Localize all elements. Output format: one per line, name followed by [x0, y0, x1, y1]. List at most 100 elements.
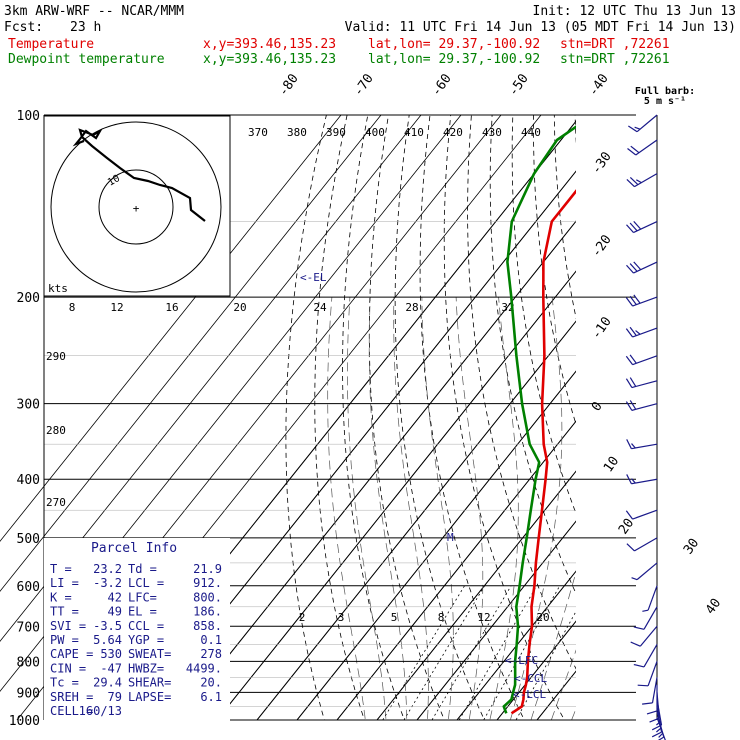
parcel-info-cell: 23.2: [93, 562, 122, 576]
isotherm-line: [256, 320, 576, 720]
pressure-label: 300: [17, 398, 40, 413]
parcel-info-cell: SVI =: [50, 619, 86, 633]
dry-adiabat: [467, 115, 576, 670]
full-barb-units: 5 m s⁻¹: [644, 96, 686, 107]
pressure-label: 400: [17, 473, 40, 488]
pressure-label: 500: [17, 532, 40, 547]
parcel-info-cell: LFC=: [128, 590, 157, 604]
dry-adiabat: [419, 115, 525, 720]
parcel-info-cell: CELL =: [50, 704, 93, 718]
isotherm-label: -40: [586, 71, 612, 99]
mixing-ratio-label: 5: [391, 611, 398, 624]
wind-barb: [626, 173, 658, 188]
hodograph-speed-labels: 8 12 16 20 24 28 32: [69, 301, 515, 314]
parcel-info-cell: 42: [108, 590, 122, 604]
hodograph-trace: [72, 128, 206, 222]
legend-temperature-latlon: lat,lon= 29.37,-100.92: [368, 37, 540, 52]
legend-temperature-station: stn=DRT ,72261: [560, 37, 670, 52]
pressure-label: 600: [17, 580, 40, 595]
isotherm-label: -10: [589, 314, 615, 342]
isotherm-line: [456, 570, 576, 720]
wind-barb: [628, 114, 658, 133]
parcel-info-cell: 912.: [193, 576, 222, 590]
moist-adiabat: [571, 707, 576, 720]
parcel-info-cell: -3.5: [93, 619, 122, 633]
valid-time: Valid: 11 UTC Fri 14 Jun 13 (05 MDT Fri …: [345, 20, 736, 35]
isotherm-line: [0, 115, 382, 592]
parcel-info-cell: 0.1: [200, 633, 222, 647]
isotherm-line: [256, 320, 576, 720]
parcel-info-cell: 278: [200, 647, 222, 661]
dry-adiabat: [658, 115, 740, 733]
legend-dewpoint-station: stn=DRT ,72261: [560, 52, 670, 67]
dry-adiabat: [637, 115, 740, 733]
wind-barb: [637, 661, 658, 687]
wind-barb: [646, 684, 658, 715]
sounding-profiles: [502, 125, 576, 715]
wind-barb: [627, 139, 658, 156]
hodograph-units: kts: [48, 282, 68, 295]
mixing-ratio-line: [382, 585, 465, 720]
moist-adiabat: [421, 297, 454, 720]
dry-adiabat: [511, 115, 576, 515]
dry-adiabat: [285, 115, 327, 720]
moist-adiabat: [368, 297, 408, 720]
isotherm-label: -80: [276, 71, 302, 99]
legend-dewpoint-latlon: lat,lon= 29.37,-100.92: [368, 52, 540, 67]
hodograph-speed-label: 20: [233, 301, 246, 314]
theta-label: 380: [287, 126, 307, 139]
parcel-info-cell: 21.9: [193, 562, 222, 576]
wind-barb: [642, 677, 658, 705]
dry-adiabat: [342, 115, 405, 720]
isotherm-line: [216, 270, 576, 720]
wind-barb: [633, 606, 658, 630]
parcel-info-cell: 800.: [193, 590, 222, 604]
hodograph-speed-label: 12: [110, 301, 123, 314]
pressure-label: 200: [17, 291, 40, 306]
parcel-info-cell: HWBZ=: [128, 661, 164, 675]
pressure-label: 1000: [9, 714, 40, 729]
isotherm-line: [647, 87, 740, 733]
wind-barb: [626, 261, 658, 274]
lfc-marker: <-LFC: [505, 654, 538, 667]
isotherm-label: -60: [429, 71, 455, 99]
theta-label: 420: [443, 126, 463, 139]
moist-adiabat: [510, 297, 563, 720]
isotherm-label: 0: [589, 399, 606, 414]
wind-barbs: [625, 114, 666, 740]
dry-adiabat: [679, 115, 740, 733]
dry-adiabat: [394, 115, 485, 720]
parcel-info-background: [44, 538, 230, 724]
pressure-label: 800: [17, 655, 40, 670]
theta-label: 370: [248, 126, 268, 139]
parcel-info-cell: SREH =: [50, 690, 93, 704]
parcel-info-table: Parcel Info T = 23.2 Td = 21.9 LI = -3.2 LCL = 9…: [50, 541, 222, 718]
parcel-info-cell: Tc =: [50, 676, 79, 690]
theta-label: 440: [521, 126, 541, 139]
max-level-marker: M: [447, 531, 454, 544]
isotherm-line: [496, 620, 576, 720]
wind-barb: [642, 585, 658, 612]
mixing-ratio-label: 8: [438, 611, 445, 624]
dewpoint-profile: [502, 125, 576, 714]
parcel-info-cell: 186.: [193, 605, 222, 619]
parcel-info-cell: 6.1: [200, 690, 222, 704]
isotherm-line: [336, 420, 576, 720]
theta-e-label: 280: [46, 424, 66, 437]
forecast-hour: 23 h: [70, 20, 101, 35]
parcel-info-cell: EL =: [128, 605, 157, 619]
hodograph-inset: 10 + kts: [43, 115, 231, 297]
wind-barb: [626, 220, 658, 234]
hodograph-ring-inner: [98, 169, 174, 245]
parcel-info-cell: 49: [108, 605, 122, 619]
dry-adiabat: [443, 115, 565, 720]
dry-adiabat: [368, 115, 445, 720]
mixing-ratio-label: 3: [338, 611, 345, 624]
mixing-ratio-line: [483, 585, 561, 720]
parcel-info-cell: -47: [100, 661, 122, 675]
wind-barb: [625, 400, 658, 411]
wind-barb: [625, 354, 658, 366]
temperature-profile: [510, 189, 576, 715]
hodograph-speed-label: 28: [405, 301, 418, 314]
